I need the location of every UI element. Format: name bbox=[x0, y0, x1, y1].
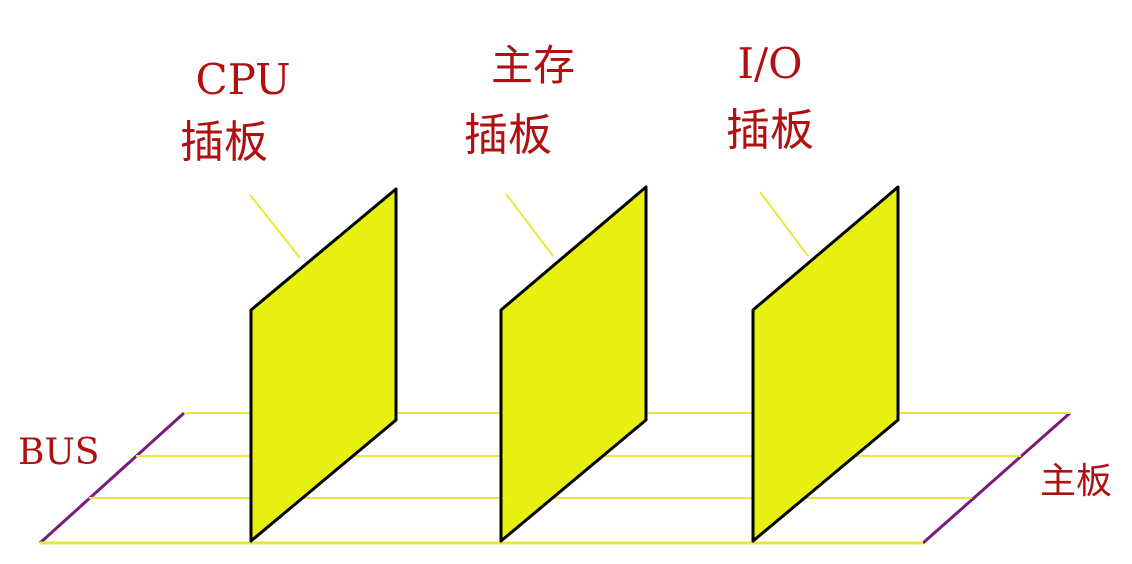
motherboard-left-edge bbox=[38, 411, 186, 545]
motherboard-label: 主板 bbox=[1040, 461, 1112, 502]
cpu-card-sublabel: 插板 bbox=[180, 117, 268, 168]
memory-card-label: 主存 bbox=[491, 41, 575, 90]
cpu-leader-line bbox=[249, 194, 301, 259]
io-card bbox=[751, 185, 900, 543]
memory-leader-line bbox=[505, 193, 554, 257]
motherboard-right-edge bbox=[922, 411, 1071, 545]
memory-card-sublabel: 插板 bbox=[464, 110, 552, 161]
io-card-sublabel: 插板 bbox=[726, 105, 814, 156]
cpu-card-label: CPU bbox=[195, 55, 290, 104]
cpu-card bbox=[249, 187, 398, 543]
memory-card bbox=[499, 185, 648, 543]
io-card-label: I/O bbox=[737, 39, 802, 88]
io-leader-line bbox=[759, 191, 809, 257]
bus-label: BUS bbox=[18, 432, 99, 473]
